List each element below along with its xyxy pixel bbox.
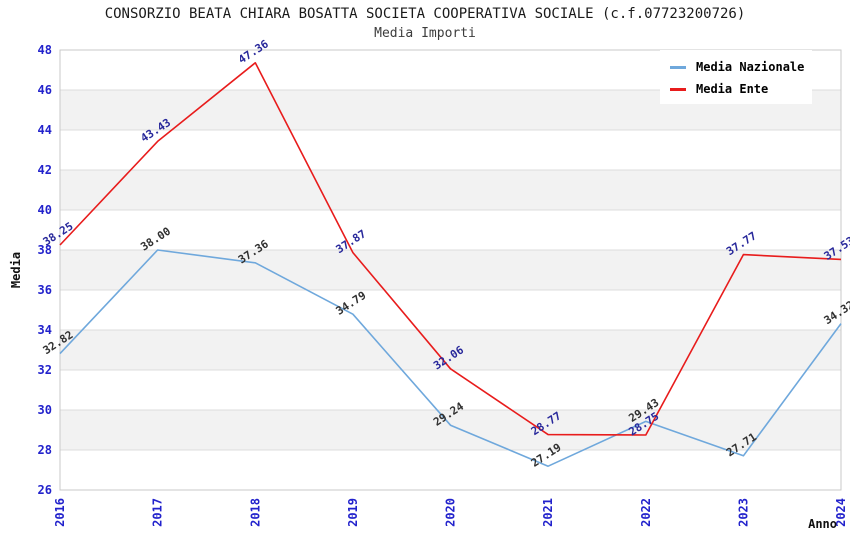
chart-title: CONSORZIO BEATA CHIARA BOSATTA SOCIETA C… bbox=[104, 6, 746, 22]
x-axis-label: Anno bbox=[808, 517, 837, 531]
plot-band bbox=[60, 250, 841, 290]
data-label-media-ente: 47.36 bbox=[236, 37, 271, 66]
y-tick-label: 30 bbox=[38, 403, 52, 417]
plot-band bbox=[60, 330, 841, 370]
x-tick-label: 2021 bbox=[541, 498, 555, 527]
x-tick-label: 2016 bbox=[53, 498, 67, 527]
y-tick-label: 42 bbox=[38, 163, 52, 177]
x-tick-label: 2023 bbox=[736, 498, 750, 527]
x-tick-label: 2017 bbox=[151, 498, 165, 527]
legend: Media Nazionale Media Ente bbox=[660, 50, 812, 104]
x-tick-label: 2022 bbox=[639, 498, 653, 527]
legend-line-swatch-media-ente-icon bbox=[670, 87, 686, 91]
chart-subtitle: Media Importi bbox=[374, 26, 476, 41]
plot-border bbox=[59, 49, 842, 491]
y-tick-label: 38 bbox=[38, 243, 52, 257]
y-axis-label: Media bbox=[9, 252, 23, 288]
y-tick-label: 44 bbox=[38, 123, 52, 137]
y-tick-label: 28 bbox=[38, 443, 52, 457]
y-tick-label: 48 bbox=[38, 43, 52, 57]
x-tick-label: 2024 bbox=[834, 498, 848, 527]
x-tick-label: 2018 bbox=[248, 498, 262, 527]
legend-line-swatch-media-nazionale-icon bbox=[670, 65, 686, 69]
y-tick-label: 34 bbox=[38, 323, 52, 337]
y-tick-label: 26 bbox=[38, 483, 52, 497]
legend-item-media-nazionale: Media Nazionale bbox=[670, 60, 812, 74]
y-tick-label: 32 bbox=[38, 363, 52, 377]
y-tick-label: 36 bbox=[38, 283, 52, 297]
y-tick-label: 46 bbox=[38, 83, 52, 97]
x-tick-label: 2019 bbox=[346, 498, 360, 527]
series-line-media-ente bbox=[59, 61, 842, 436]
plot-band bbox=[60, 410, 841, 450]
y-tick-label: 40 bbox=[38, 203, 52, 217]
legend-item-media-ente: Media Ente bbox=[670, 82, 812, 96]
data-label-media-nazionale: 38.00 bbox=[138, 225, 173, 254]
x-tick-label: 2020 bbox=[444, 498, 458, 527]
legend-label-media-ente: Media Ente bbox=[696, 82, 769, 96]
legend-label-media-nazionale: Media Nazionale bbox=[696, 60, 805, 74]
data-label-media-nazionale: 34.32 bbox=[822, 298, 850, 327]
series-line-media-nazionale bbox=[59, 249, 842, 468]
plot-band bbox=[60, 170, 841, 210]
